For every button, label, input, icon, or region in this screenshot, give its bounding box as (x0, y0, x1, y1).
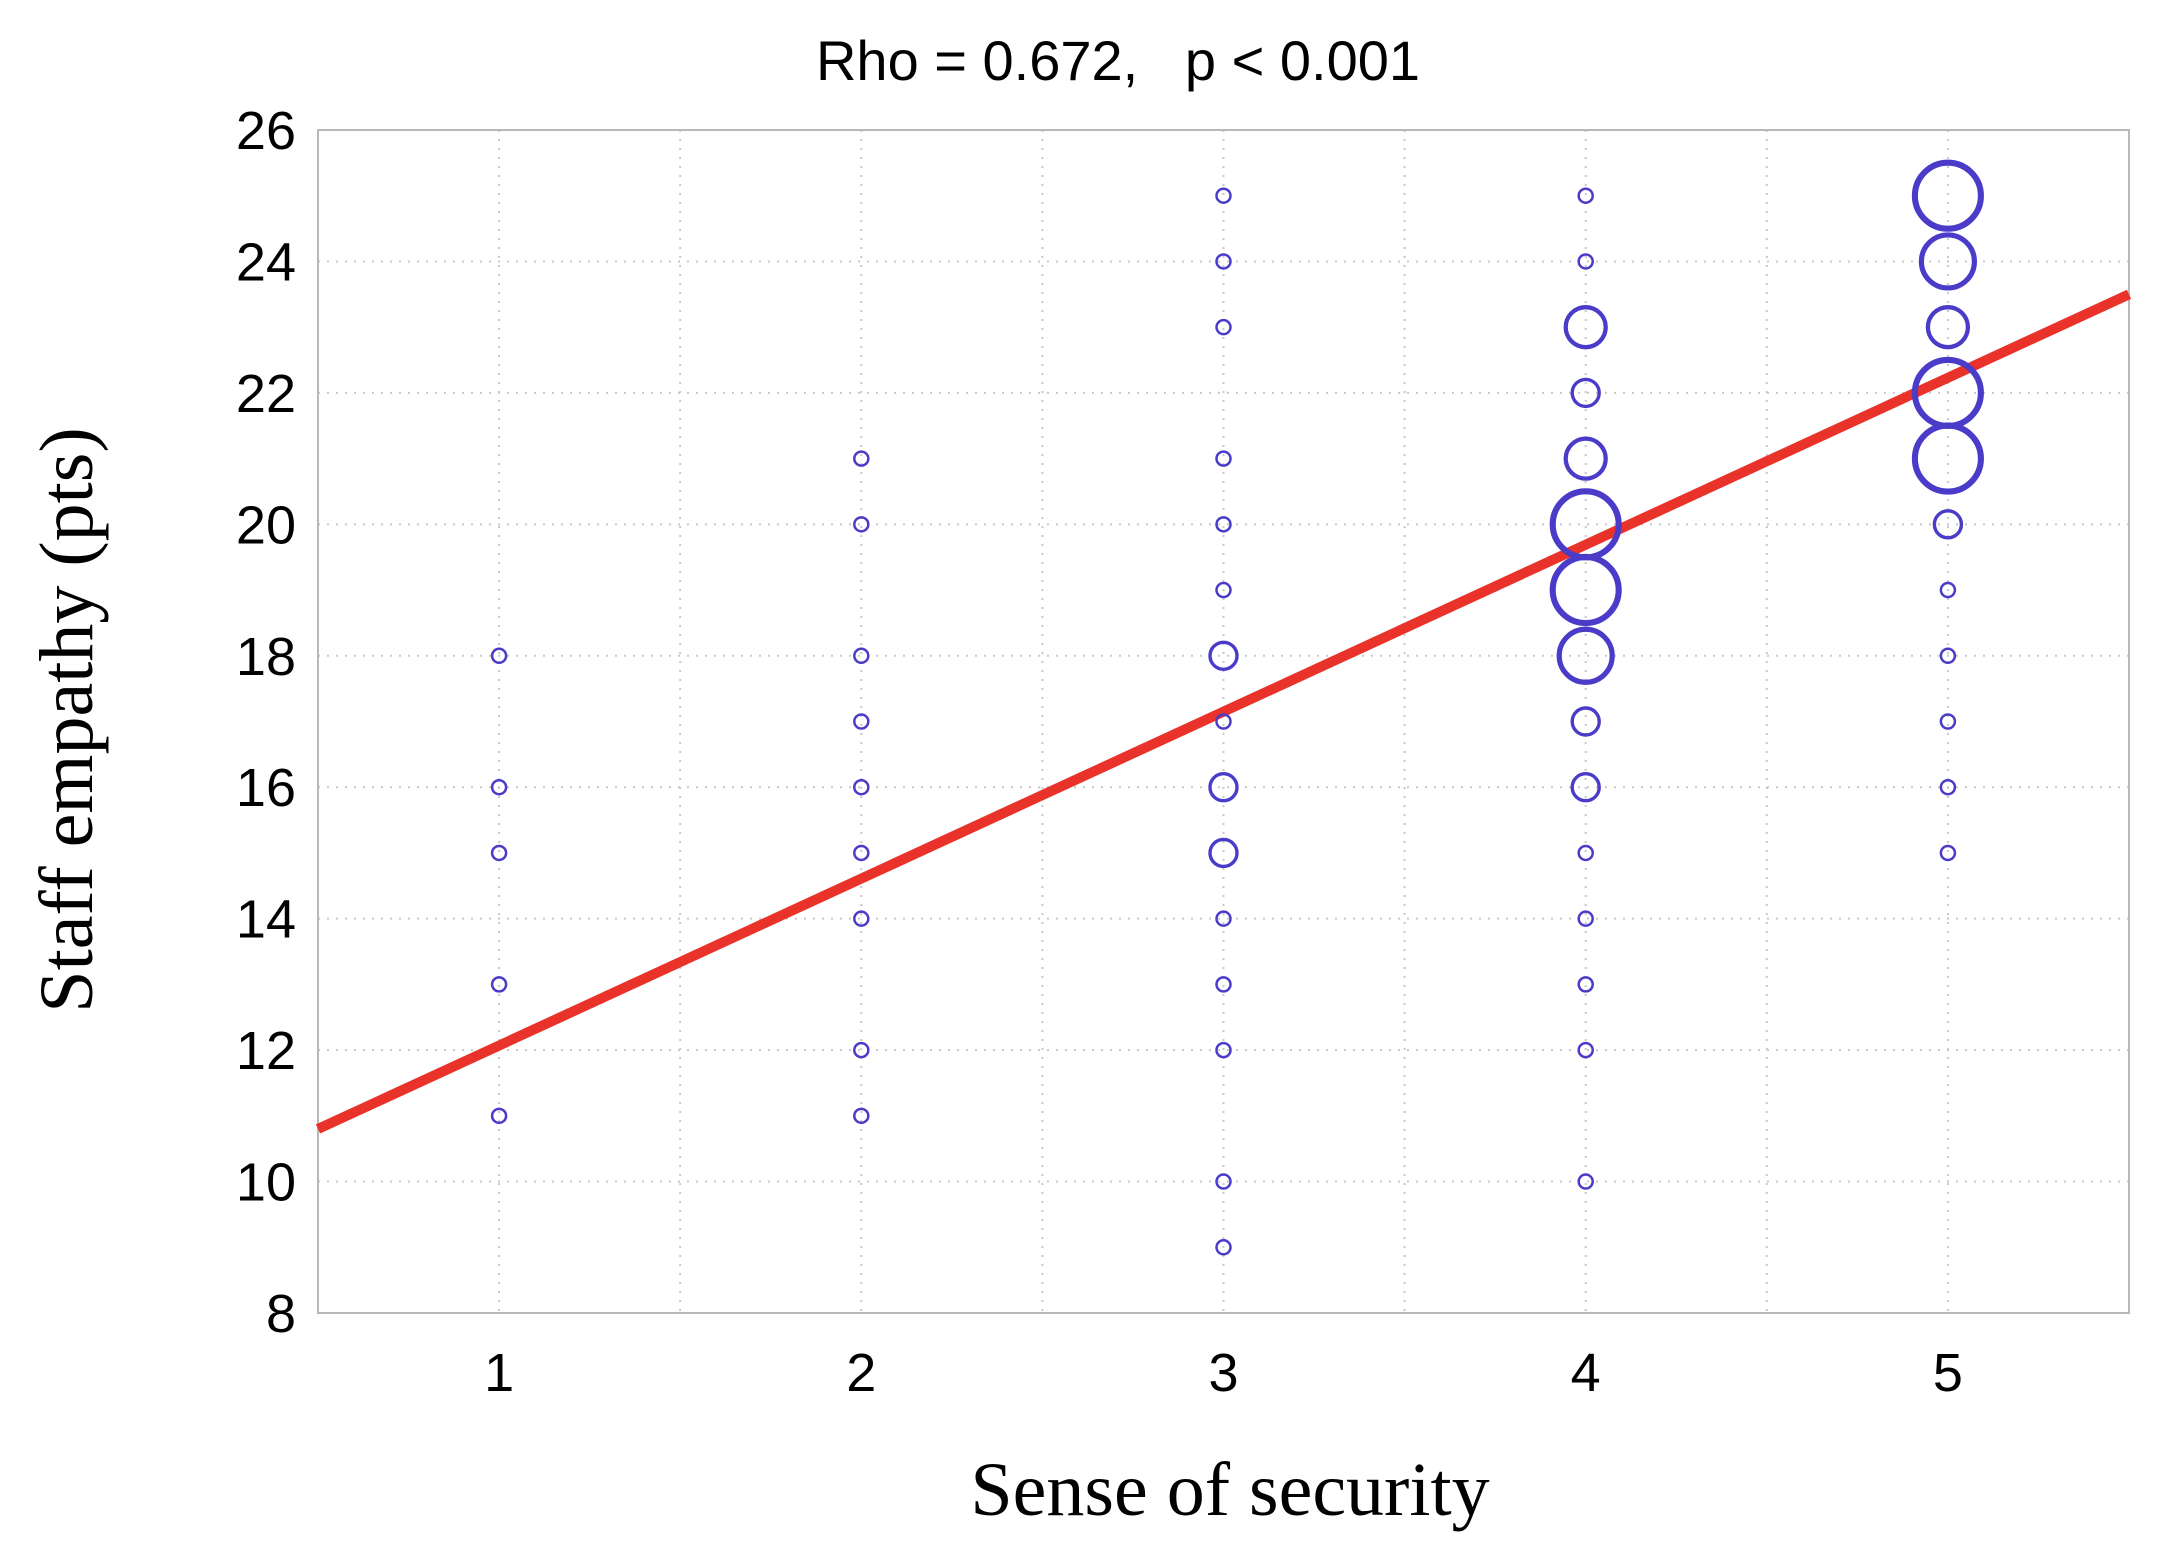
x-tick-label: 4 (1571, 1343, 1601, 1403)
y-tick-label: 24 (236, 232, 296, 292)
data-point (1215, 1173, 1232, 1190)
data-point (490, 647, 508, 665)
data-point (490, 778, 508, 796)
x-tick-label: 3 (1208, 1343, 1238, 1403)
data-point (1215, 1239, 1232, 1256)
data-point (853, 910, 870, 927)
x-tick-label: 5 (1933, 1343, 1963, 1403)
data-point (1570, 772, 1601, 803)
data-point (1577, 1173, 1594, 1190)
data-point (853, 516, 870, 533)
chart-title: Rho = 0.672, p < 0.001 (816, 29, 1420, 92)
data-point (1549, 554, 1622, 627)
data-point (1939, 844, 1957, 862)
data-point (1556, 626, 1615, 685)
data-point (1215, 253, 1232, 270)
data-point (1939, 647, 1957, 665)
data-point (1911, 159, 1984, 232)
data-point (1925, 305, 1971, 350)
x-tick-label: 1 (484, 1343, 514, 1403)
data-point (853, 778, 870, 796)
data-point (1215, 516, 1232, 533)
y-tick-label: 10 (236, 1153, 296, 1213)
data-point (1577, 976, 1594, 993)
x-axis-title: Sense of security (970, 1448, 1489, 1532)
y-tick-label: 18 (236, 627, 296, 687)
y-axis-title: Staff empathy (pts) (25, 427, 109, 1012)
data-point (853, 1041, 870, 1059)
data-point (1939, 581, 1957, 599)
data-point (1918, 232, 1978, 291)
y-tick-label: 20 (236, 495, 296, 555)
data-point (1215, 713, 1232, 730)
data-point (853, 1107, 870, 1125)
data-point (490, 976, 508, 993)
data-point (1208, 640, 1239, 671)
y-tick-label: 14 (236, 890, 296, 950)
data-point (1570, 706, 1601, 737)
regression-line (315, 289, 2132, 1134)
data-point (1577, 187, 1594, 204)
data-point (853, 713, 870, 730)
data-point (1563, 436, 1608, 481)
x-tick-label: 2 (846, 1343, 876, 1403)
data-point (1215, 976, 1232, 993)
y-tick-label: 22 (236, 364, 296, 424)
data-point (1570, 377, 1601, 409)
y-tick-label: 8 (266, 1284, 296, 1344)
data-point (1577, 844, 1594, 862)
plot-frame (317, 129, 2130, 1314)
data-point (490, 1107, 508, 1125)
data-point (1577, 1041, 1594, 1059)
data-point (1208, 772, 1239, 803)
data-point (853, 647, 870, 665)
data-point (490, 844, 508, 862)
points-layer (490, 159, 1984, 1256)
data-point (1215, 910, 1232, 927)
data-point (853, 844, 870, 862)
y-axis-ticks: 8 10 12 14 16 18 20 22 24 26 (236, 101, 296, 1344)
x-axis-ticks: 1 2 3 4 5 (484, 1343, 1963, 1403)
data-point (1932, 509, 1964, 540)
data-point (1563, 305, 1608, 350)
data-point (1939, 713, 1957, 730)
grid-layer (318, 129, 2129, 1314)
y-tick-label: 12 (236, 1021, 296, 1081)
fit-line-layer (315, 289, 2132, 1134)
data-point (1215, 450, 1232, 467)
data-point (853, 450, 870, 467)
data-point (1215, 1041, 1232, 1059)
y-tick-label: 16 (236, 758, 296, 818)
data-point (1208, 837, 1239, 869)
data-point (1577, 910, 1594, 927)
y-tick-label: 26 (236, 101, 296, 161)
data-point (1911, 422, 1984, 495)
data-point (1939, 778, 1957, 796)
data-point (1577, 253, 1594, 270)
data-point (1215, 581, 1232, 599)
data-point (1215, 318, 1232, 336)
data-point (1215, 187, 1232, 204)
